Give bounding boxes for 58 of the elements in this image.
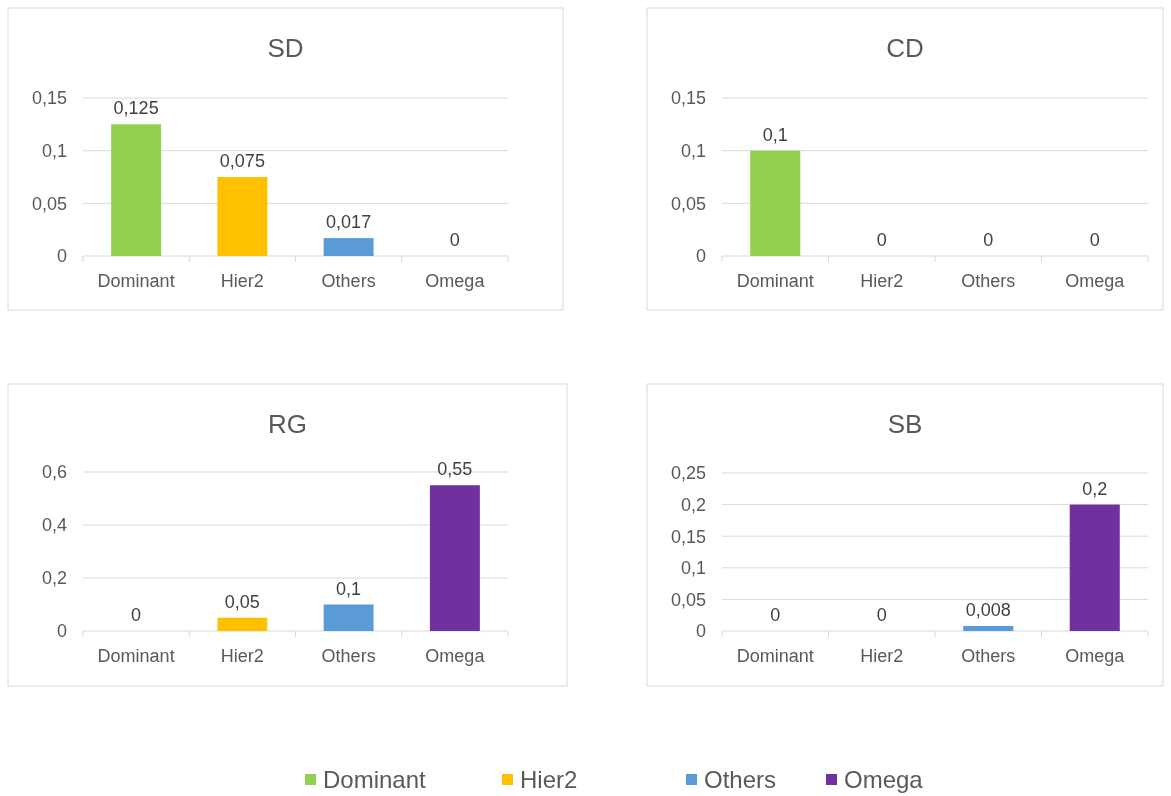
legend-label: Hier2 (520, 766, 578, 794)
data-label: 0 (1089, 230, 1100, 250)
data-label: 0,1 (336, 578, 362, 599)
data-label: 0,2 (1082, 478, 1108, 499)
y-tick-label: 0,2 (41, 568, 67, 589)
data-label: 0,075 (219, 151, 265, 171)
data-label: 0 (876, 605, 887, 625)
y-tick-label: 0 (56, 246, 67, 267)
y-tick-label: 0,1 (41, 140, 67, 161)
x-tick-label: Omega (1065, 646, 1126, 666)
data-label: 0,55 (437, 459, 473, 480)
y-tick-label: 0,15 (31, 88, 67, 109)
y-tick-label: 0,05 (31, 193, 67, 214)
x-tick-label: Others (321, 271, 376, 291)
x-tick-label: Others (321, 646, 376, 666)
x-tick-label: Others (961, 271, 1016, 291)
y-tick-label: 0,2 (680, 494, 706, 515)
chart-title: SD (267, 33, 304, 63)
chart-title: SB (887, 409, 923, 439)
y-tick-label: 0,05 (670, 589, 706, 610)
data-label: 0,125 (113, 98, 159, 119)
data-label: 0 (876, 230, 887, 250)
x-tick-label: Hier2 (220, 271, 264, 291)
x-tick-label: Hier2 (860, 271, 904, 291)
y-tick-label: 0,1 (680, 558, 706, 579)
chart-title: CD (886, 33, 924, 63)
x-tick-label: Hier2 (860, 646, 904, 666)
x-tick-label: Dominant (97, 646, 175, 666)
y-tick-label: 0,15 (670, 88, 706, 109)
x-tick-label: Others (961, 646, 1016, 666)
y-tick-label: 0,15 (670, 526, 706, 547)
y-tick-label: 0,4 (41, 515, 67, 536)
x-tick-label: Omega (425, 646, 486, 666)
x-tick-label: Dominant (736, 271, 814, 291)
data-label: 0,1 (762, 124, 788, 145)
data-label: 0,008 (965, 599, 1011, 620)
data-label: 0 (770, 605, 781, 625)
data-label: 0 (131, 605, 142, 625)
y-tick-label: 0,05 (670, 193, 706, 214)
data-label: 0,05 (224, 591, 260, 612)
x-tick-label: Omega (1065, 271, 1126, 291)
y-tick-label: 0,6 (41, 462, 67, 483)
data-label: 0 (449, 230, 460, 250)
x-tick-label: Dominant (97, 271, 175, 291)
chart-title: RG (268, 409, 307, 439)
legend-label: Dominant (323, 766, 427, 794)
y-tick-label: 0 (56, 621, 67, 642)
data-label: 0 (983, 230, 994, 250)
data-label: 0,017 (326, 212, 372, 233)
y-tick-label: 0 (695, 621, 706, 642)
legend-label: Others (704, 766, 777, 794)
x-tick-label: Dominant (736, 646, 814, 666)
x-tick-label: Hier2 (220, 646, 264, 666)
legend-label: Omega (844, 766, 924, 794)
y-tick-label: 0,1 (680, 140, 706, 161)
x-tick-label: Omega (425, 271, 486, 291)
y-tick-label: 0 (695, 246, 706, 267)
y-tick-label: 0,25 (670, 463, 706, 484)
